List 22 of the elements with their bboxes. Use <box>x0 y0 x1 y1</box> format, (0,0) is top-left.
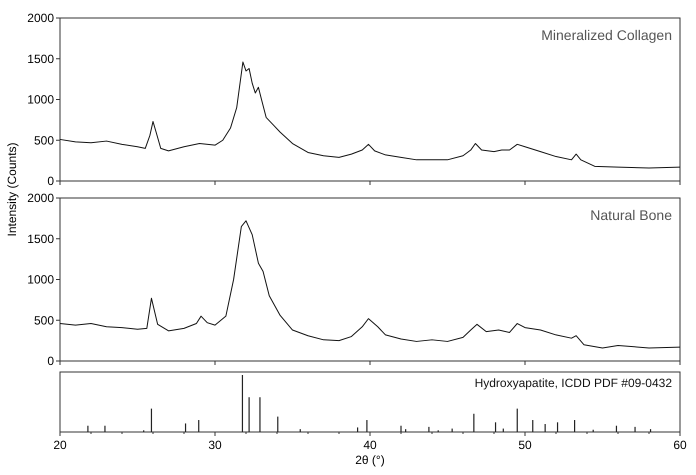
x-tick-label: 50 <box>518 438 532 452</box>
y-tick-label: 1500 <box>27 232 54 246</box>
x-axis-title: 2θ (°) <box>355 453 385 467</box>
y-tick-label: 1500 <box>27 52 54 66</box>
annotation: Mineralized Collagen <box>541 27 672 43</box>
y-tick-label: 500 <box>34 133 54 148</box>
annotation: Hydroxyapatite, ICDD PDF #09-0432 <box>474 376 672 390</box>
y-tick-label: 2000 <box>27 191 54 206</box>
y-tick-label: 1000 <box>27 272 54 287</box>
x-tick-label: 30 <box>208 438 222 452</box>
y-tick-label: 0 <box>47 354 54 368</box>
y-axis-title: Intensity (Counts) <box>5 142 19 237</box>
x-tick-label: 20 <box>53 438 67 452</box>
annotation: Natural Bone <box>590 207 672 223</box>
line-series <box>60 62 680 168</box>
y-tick-label: 0 <box>47 174 54 188</box>
y-tick-label: 1000 <box>27 92 54 107</box>
x-tick-label: 40 <box>363 438 377 452</box>
line-series <box>60 220 680 348</box>
y-tick-label: 500 <box>34 313 54 328</box>
x-tick-label: 60 <box>673 438 687 452</box>
y-tick-label: 2000 <box>27 11 54 26</box>
